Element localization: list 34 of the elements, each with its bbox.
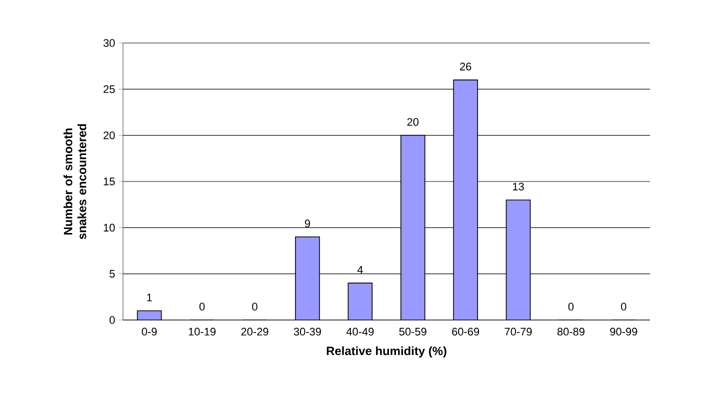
- x-tick-label: 80-89: [557, 328, 584, 336]
- data-label: 20: [407, 118, 419, 126]
- data-label: 0: [199, 302, 205, 311]
- y-axis-title: Number of smooth snakes encountered: [64, 124, 86, 240]
- bar: [453, 80, 478, 320]
- data-label: 13: [512, 182, 524, 190]
- data-label: 9: [304, 220, 310, 228]
- bar: [348, 282, 373, 320]
- data-label: 26: [460, 62, 472, 70]
- x-tick-label: 70-79: [504, 328, 532, 336]
- x-tick-label: 90-99: [610, 328, 638, 336]
- x-tick-label: 60-69: [452, 328, 480, 336]
- y-tick-label: 5: [110, 270, 115, 278]
- y-tick-label: 25: [104, 85, 115, 94]
- x-tick-label: 40-49: [346, 328, 374, 336]
- data-label: 4: [357, 266, 363, 274]
- x-tick-label: 0-9: [142, 328, 157, 336]
- y-tick-label: 20: [104, 131, 115, 140]
- data-label: 0: [621, 302, 626, 311]
- y-tick-label: 0: [110, 316, 115, 324]
- bar: [295, 236, 320, 320]
- y-tick-label: 10: [104, 224, 115, 232]
- bar: [400, 134, 426, 320]
- y-tick-label: 15: [104, 178, 115, 186]
- x-axis-title: Relative humidity (%): [326, 346, 446, 358]
- data-label: 0: [568, 302, 574, 311]
- x-tick-label: 50-59: [399, 328, 426, 336]
- x-tick-label: 10-19: [188, 328, 216, 336]
- bar: [506, 200, 531, 320]
- data-label: 1: [147, 294, 152, 302]
- x-tick-label: 20-29: [241, 328, 268, 336]
- y-tick-label: 30: [103, 39, 115, 47]
- data-label: 0: [252, 302, 258, 311]
- x-tick-label: 30-39: [294, 328, 321, 336]
